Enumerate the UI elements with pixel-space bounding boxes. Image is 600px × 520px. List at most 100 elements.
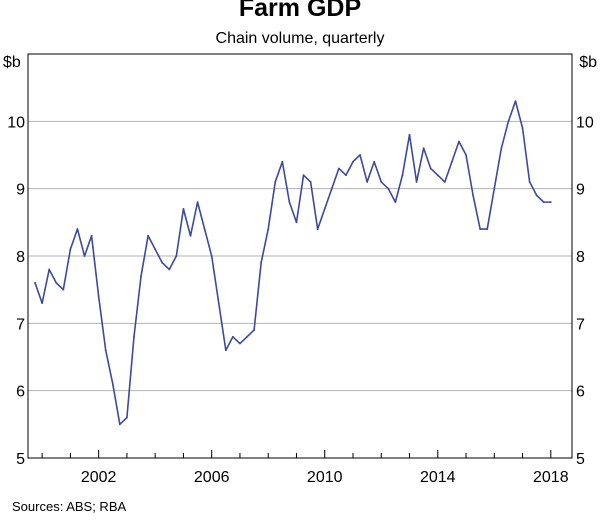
axis-labels: 5 5 6 6 7 7 8 8 9 9 10 10 2002 2006 2010 2014 2018 [7, 114, 594, 486]
data-point [359, 154, 361, 156]
data-point [182, 207, 185, 210]
data-point [500, 147, 503, 150]
data-point [196, 201, 199, 204]
data-point [168, 268, 171, 271]
data-point [147, 234, 150, 237]
data-point [288, 201, 291, 204]
data-point [281, 160, 284, 163]
axis-ticks [41, 450, 552, 458]
y-tick-label-left-7: 7 [16, 316, 25, 333]
data-point [224, 349, 227, 352]
data-point [302, 174, 305, 177]
data-point [352, 160, 354, 163]
y-tick-label-right-10: 10 [576, 114, 594, 131]
data-point [330, 187, 333, 190]
data-point [246, 335, 248, 338]
data-point [41, 302, 44, 305]
data-point [126, 416, 128, 419]
data-point [97, 295, 100, 298]
data-point [203, 228, 206, 230]
x-tick-label-2010: 2010 [307, 469, 343, 486]
data-point [217, 302, 220, 305]
y-axis-unit-left: $b [3, 54, 21, 71]
data-point [387, 187, 390, 190]
data-point [528, 181, 531, 183]
chart-title: Farm GDP [238, 0, 362, 22]
x-tick-label-2006: 2006 [194, 469, 230, 486]
data-point [83, 255, 86, 257]
data-points [34, 100, 552, 426]
data-point [48, 268, 51, 271]
data-point [549, 201, 552, 204]
x-tick-label-2002: 2002 [81, 469, 117, 486]
data-point [55, 282, 58, 284]
data-point [514, 100, 517, 103]
series-line-farm-gdp [34, 100, 552, 426]
chart-subtitle: Chain volume, quarterly [215, 30, 385, 47]
data-point [111, 383, 114, 385]
data-point [118, 423, 121, 426]
data-point [295, 221, 298, 224]
data-point [450, 160, 453, 163]
data-point [76, 228, 79, 230]
y-tick-label-right-9: 9 [576, 182, 585, 199]
data-point [408, 133, 411, 136]
data-point [345, 174, 347, 177]
y-tick-label-left-10: 10 [7, 114, 25, 131]
data-point [401, 174, 404, 177]
y-tick-label-left-9: 9 [16, 182, 25, 199]
data-point [210, 255, 213, 257]
data-point [443, 181, 446, 183]
data-point [507, 120, 510, 123]
data-point [458, 140, 460, 143]
plot-frame [27, 53, 573, 459]
data-point [161, 261, 164, 264]
data-point [267, 228, 270, 230]
data-point [62, 288, 65, 291]
data-point [309, 181, 312, 183]
data-point [486, 228, 489, 230]
data-point [34, 282, 36, 284]
data-point [366, 181, 369, 183]
data-point [521, 127, 524, 129]
data-point [493, 187, 496, 190]
data-point [415, 181, 418, 183]
data-point [472, 194, 474, 197]
data-point [316, 228, 319, 230]
x-tick-label-2018: 2018 [533, 469, 569, 486]
data-point [239, 342, 241, 345]
data-point [422, 147, 425, 150]
data-point [175, 255, 178, 257]
data-point [373, 160, 376, 163]
data-point [436, 174, 439, 177]
source-note: Sources: ABS; RBA [12, 499, 127, 514]
data-point [429, 167, 432, 170]
series-layer [34, 100, 552, 426]
gridlines [28, 120, 572, 392]
data-point [323, 207, 326, 210]
data-point [479, 228, 482, 230]
data-point [69, 248, 72, 251]
data-point [380, 181, 383, 183]
data-point [90, 234, 93, 237]
data-point [337, 167, 340, 170]
data-point [542, 201, 545, 204]
data-point [465, 154, 467, 156]
data-point [189, 234, 192, 237]
data-point [394, 201, 397, 204]
data-point [154, 248, 157, 251]
y-tick-label-right-5: 5 [576, 451, 585, 468]
y-tick-label-right-7: 7 [576, 316, 585, 333]
x-tick-label-2014: 2014 [420, 469, 456, 486]
data-point [140, 275, 142, 278]
y-tick-label-left-8: 8 [16, 249, 25, 266]
y-axis-unit-right: $b [579, 54, 597, 71]
data-point [260, 261, 263, 264]
data-point [104, 349, 107, 352]
data-point [253, 329, 255, 331]
data-point [535, 194, 538, 197]
y-tick-label-left-5: 5 [16, 451, 25, 468]
data-point [274, 181, 277, 183]
y-tick-label-right-8: 8 [576, 249, 585, 266]
